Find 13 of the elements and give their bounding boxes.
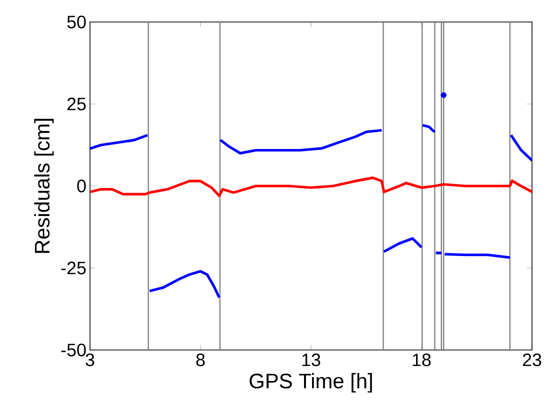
y-tick-label: 50	[67, 16, 86, 28]
y-tick-label: 0	[77, 180, 86, 192]
x-tick-label: 18	[412, 354, 431, 366]
y-tick-label: 25	[67, 98, 86, 110]
x-tick-label: 8	[196, 354, 205, 366]
x-tick-label: 23	[522, 354, 542, 366]
y-axis-title: Residuals [cm]	[34, 118, 54, 253]
x-tick-label: 13	[302, 354, 320, 366]
x-tick-label: 3	[86, 354, 94, 366]
y-tick-label: -50	[61, 344, 86, 356]
x-axis-title: GPS Time [h]	[250, 373, 372, 393]
line-series	[421, 124, 436, 134]
y-tick-label: -25	[61, 262, 86, 274]
